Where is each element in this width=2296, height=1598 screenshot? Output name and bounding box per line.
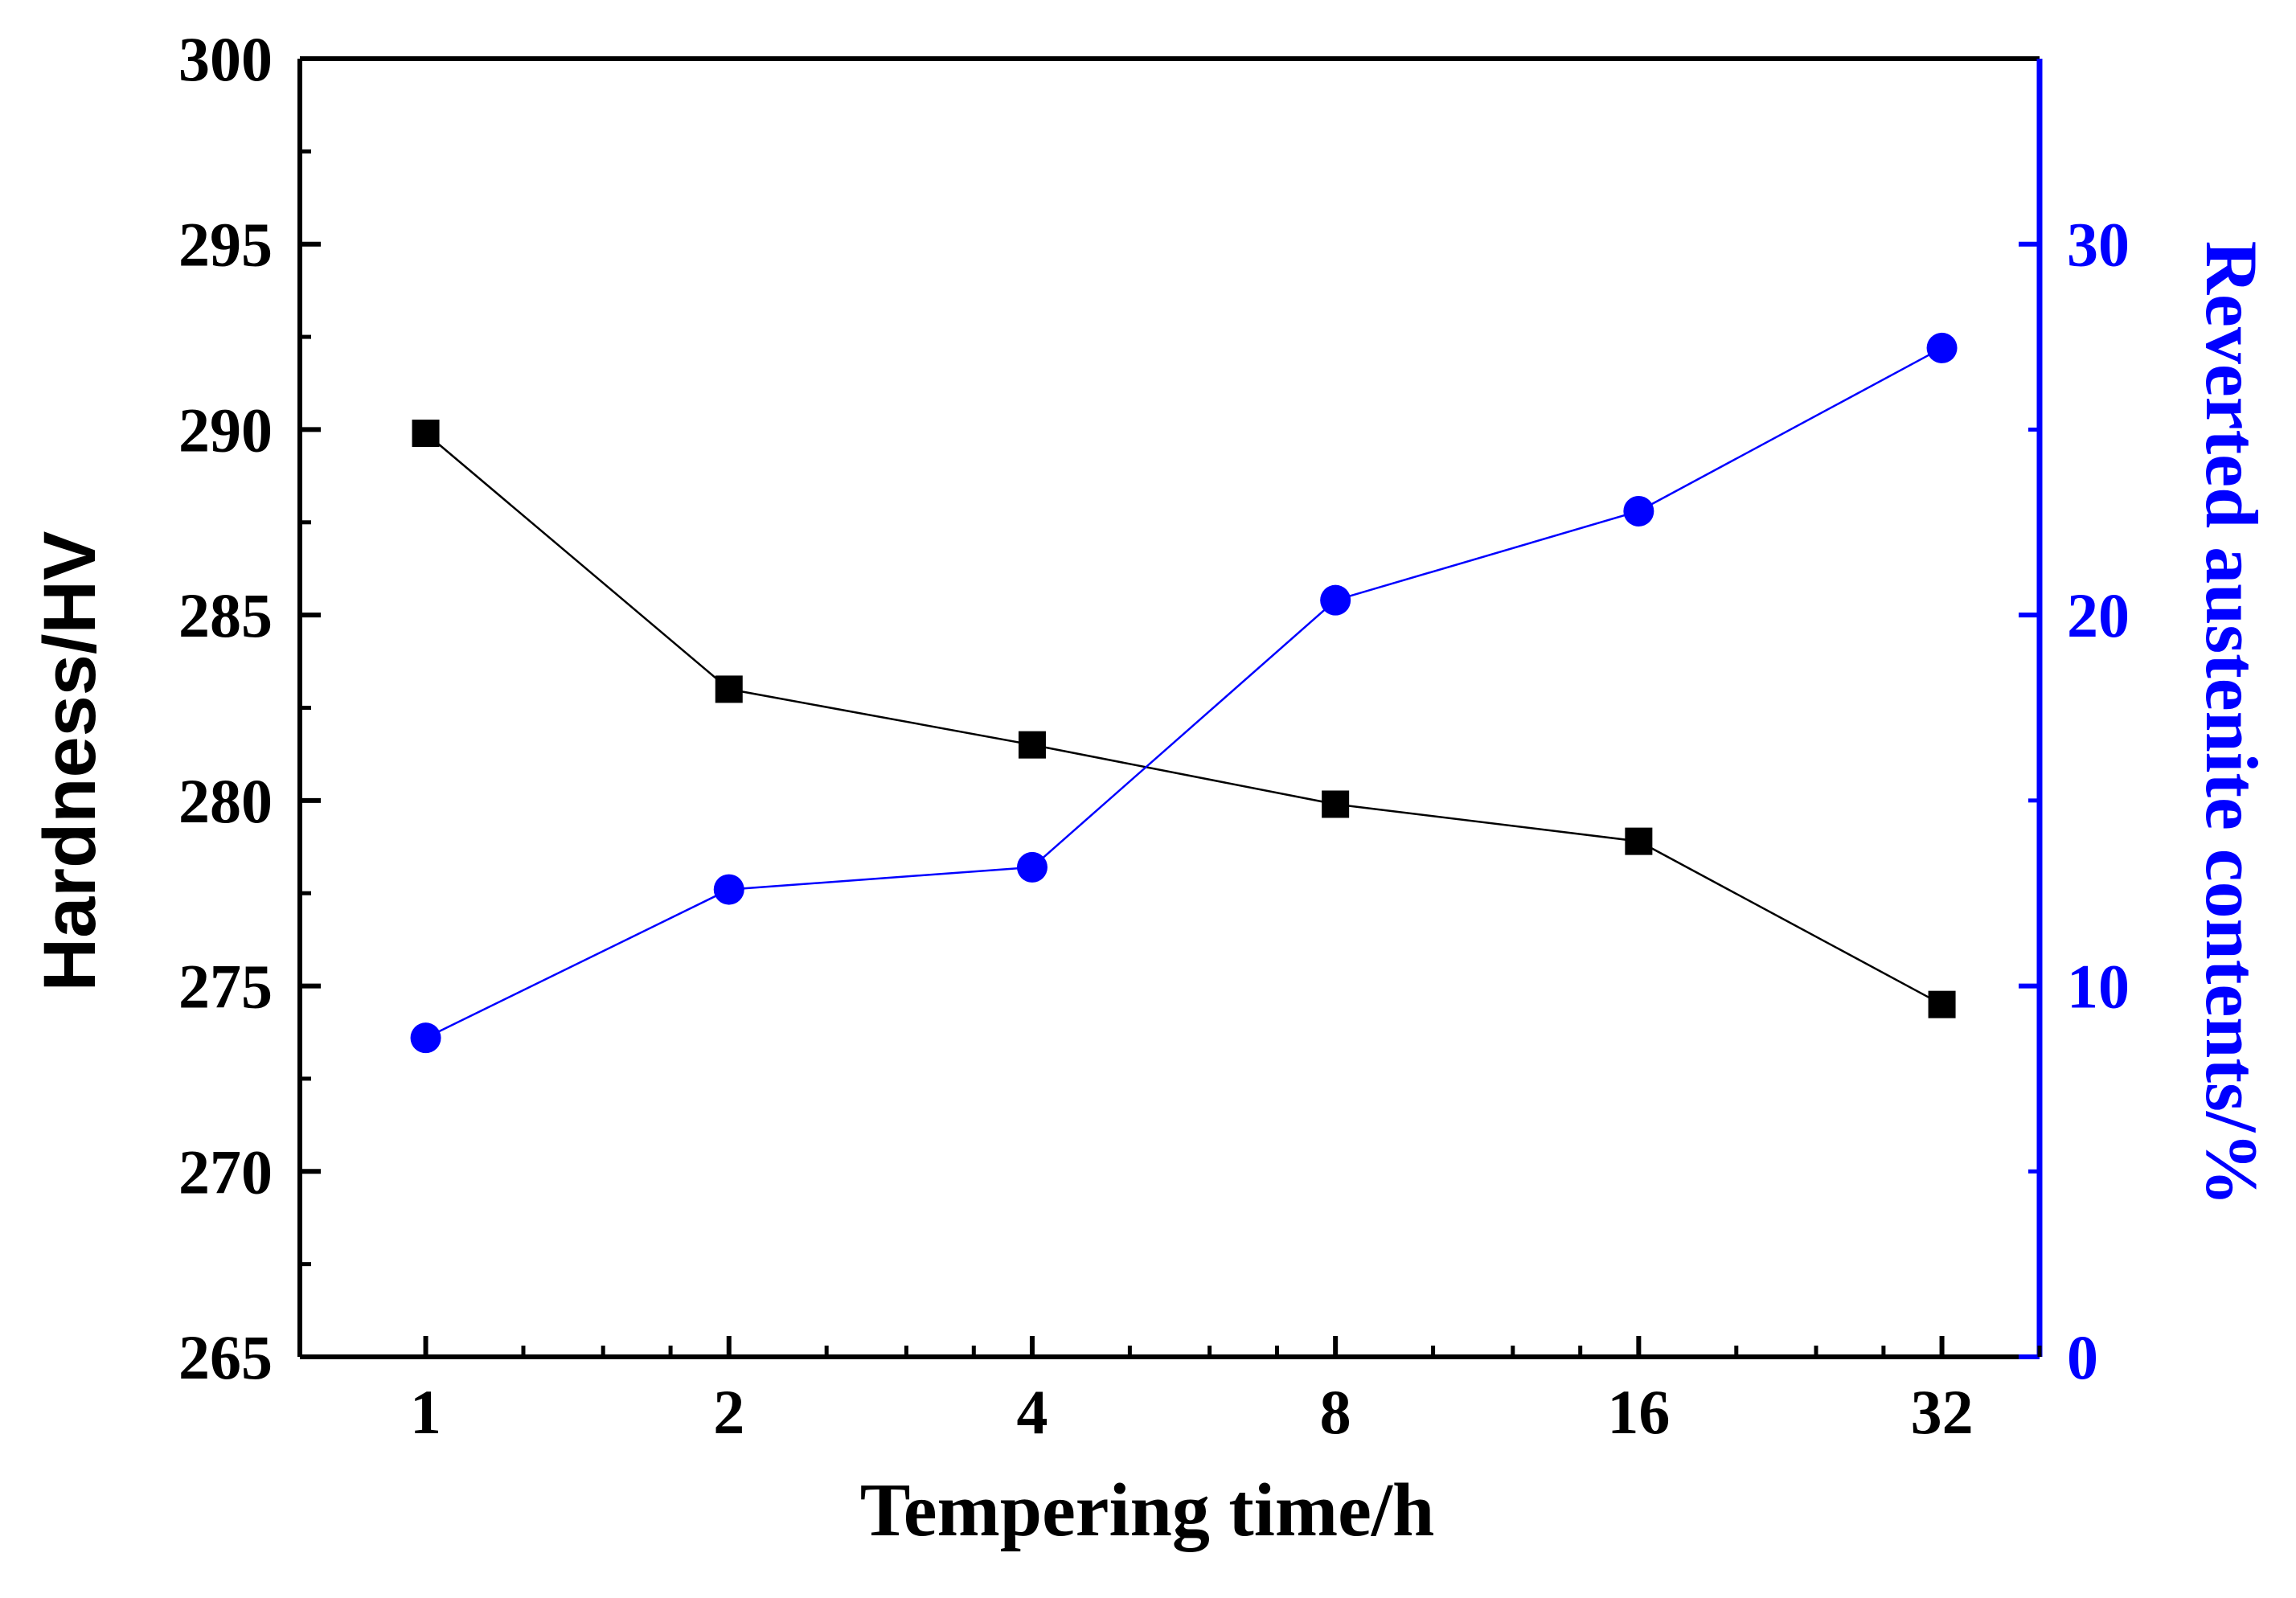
left-y-tick-label: 295 bbox=[178, 210, 273, 280]
x-tick-label: 4 bbox=[1016, 1377, 1048, 1447]
left-y-tick-label: 270 bbox=[178, 1137, 273, 1207]
left-y-tick-label: 300 bbox=[178, 24, 273, 94]
hardness-point bbox=[1625, 827, 1653, 855]
hardness-point bbox=[715, 675, 743, 703]
left-y-tick-label: 275 bbox=[178, 952, 273, 1022]
hardness-point bbox=[412, 420, 440, 448]
right-y-tick-label: 20 bbox=[2067, 580, 2130, 650]
x-axis-title: Tempering time/h bbox=[860, 1469, 1435, 1552]
austenite-point bbox=[713, 874, 744, 905]
hardness-series-line bbox=[424, 432, 1943, 1006]
austenite-point bbox=[1016, 851, 1048, 883]
x-tick-label: 2 bbox=[713, 1377, 744, 1447]
left-y-tick-label: 290 bbox=[178, 395, 273, 465]
hardness-point bbox=[1018, 731, 1046, 759]
austenite-point bbox=[1926, 332, 1958, 363]
austenite-point bbox=[1320, 584, 1351, 616]
right-y-tick-label: 0 bbox=[2067, 1322, 2098, 1392]
right-y-axis-title: Reverted austenite contents/% bbox=[2191, 241, 2273, 1207]
austenite-point bbox=[1623, 495, 1654, 527]
right-y-tick-label: 30 bbox=[2067, 210, 2130, 280]
x-tick-label: 1 bbox=[410, 1377, 441, 1447]
austenite-point bbox=[410, 1022, 441, 1054]
x-tick-label: 8 bbox=[1320, 1377, 1351, 1447]
left-y-tick-label: 285 bbox=[178, 580, 273, 650]
austenite-series-line bbox=[425, 346, 1943, 1039]
x-tick-label: 32 bbox=[1911, 1377, 1974, 1447]
left-y-tick-label: 265 bbox=[178, 1322, 273, 1392]
hardness-point bbox=[1322, 790, 1350, 818]
x-tick-label: 16 bbox=[1607, 1377, 1670, 1447]
hardness-point bbox=[1928, 990, 1956, 1018]
left-y-axis-title: Hardness/HV bbox=[29, 531, 111, 992]
left-y-tick-label: 280 bbox=[178, 766, 273, 836]
right-y-tick-label: 10 bbox=[2067, 952, 2130, 1022]
